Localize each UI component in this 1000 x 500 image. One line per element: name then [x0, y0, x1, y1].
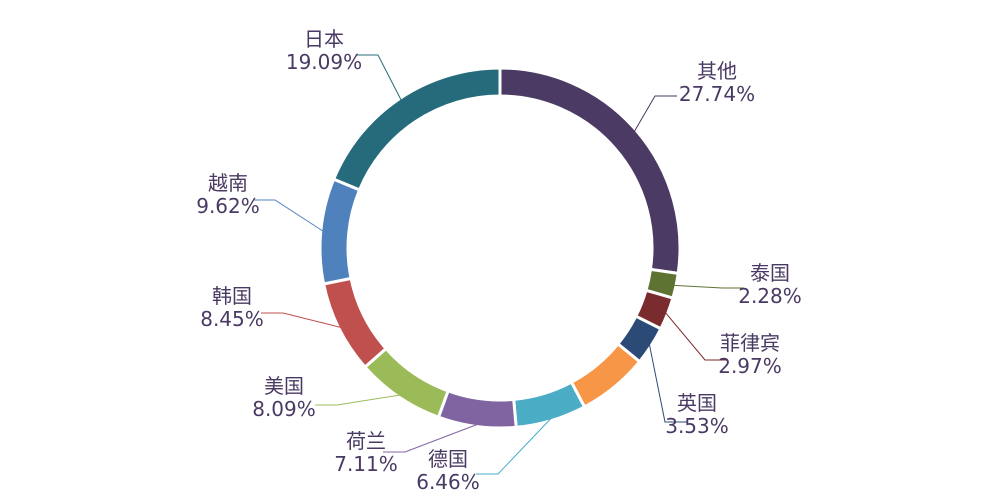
leader-line-10 [356, 54, 402, 101]
leader-line-9 [253, 199, 324, 232]
slice-6 [436, 388, 518, 430]
slice-9 [318, 177, 362, 286]
leader-lines [253, 54, 744, 475]
slice-percent-label: 3.53% [665, 414, 729, 438]
slice-name-label: 荷兰 [346, 429, 386, 453]
slice-name-label: 泰国 [750, 261, 790, 285]
leader-line-7 [315, 394, 400, 406]
slice-name-label: 美国 [264, 374, 304, 398]
slice-10 [331, 66, 502, 192]
slice-percent-label: 8.45% [200, 307, 264, 331]
slice-name-label: 菲律宾 [720, 331, 780, 355]
slice-name-label: 英国 [677, 391, 717, 415]
slice-percent-label: 7.11% [334, 452, 398, 476]
slice-7 [362, 346, 450, 420]
slice-name-label: 其他 [697, 59, 737, 83]
leader-line-1 [673, 284, 744, 289]
slice-name-label: 越南 [208, 171, 248, 195]
slice-percent-label: 2.97% [718, 354, 782, 378]
leader-line-0 [634, 95, 677, 132]
slice-name-label: 韩国 [212, 284, 252, 308]
slice-8 [321, 276, 389, 370]
slice-percent-label: 27.74% [679, 82, 755, 106]
leader-line-5 [476, 418, 552, 475]
slice-percent-label: 6.46% [416, 470, 480, 494]
slice-4 [569, 341, 642, 409]
slice-name-label: 德国 [428, 447, 468, 471]
slice-percent-label: 2.28% [738, 284, 802, 308]
slice-percent-label: 8.09% [252, 397, 316, 421]
slice-name-label: 日本 [304, 27, 344, 51]
slice-percent-label: 9.62% [196, 194, 260, 218]
leader-line-8 [261, 312, 341, 328]
donut-slices [318, 66, 682, 430]
leader-line-3 [648, 344, 687, 423]
leader-line-2 [665, 312, 727, 361]
leader-line-6 [383, 424, 478, 453]
slice-percent-label: 19.09% [286, 50, 362, 74]
